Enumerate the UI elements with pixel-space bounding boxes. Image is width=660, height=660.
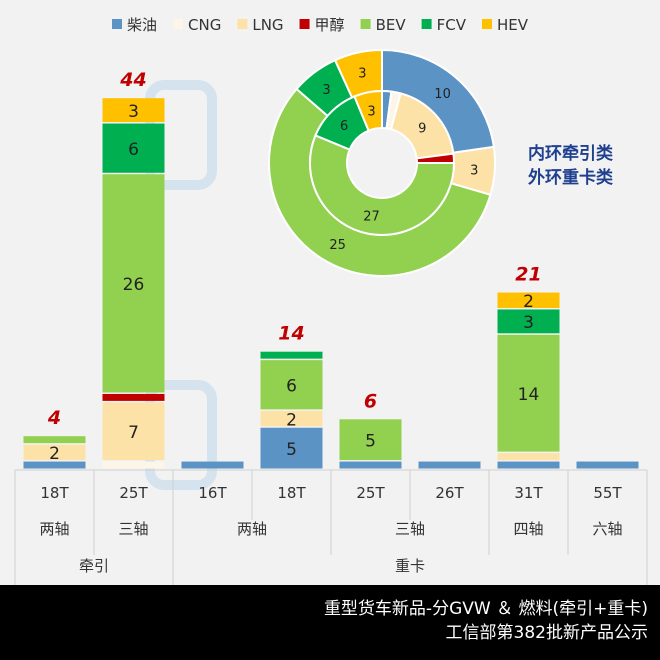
bar-segment [576,461,639,469]
axle-group-label: 四轴 [513,520,543,538]
legend-label: BEV [376,16,407,34]
legend-swatch [421,19,432,29]
legend-label: CNG [188,16,221,34]
axle-group-label: 两轴 [237,520,267,538]
total-label: 44 [119,69,146,91]
outer-ring-label: 3 [470,164,478,179]
outer-ring-label: 10 [434,87,451,102]
bar-segment [23,436,86,444]
legend-label: 甲醇 [315,16,345,34]
inner-ring-label: 3 [367,105,375,120]
bar-segment [181,461,244,469]
inner-ring-label: 9 [418,122,426,137]
segment-label: 3 [523,313,534,333]
bar-segment [102,402,165,461]
segment-label: 5 [286,440,297,460]
legend-label: LNG [252,16,283,34]
legend-swatch [360,19,371,29]
donut-note: 内环牵引类外环重卡类 [528,142,613,190]
outer-ring-label: 3 [322,83,330,98]
segment-label: 5 [365,431,376,451]
category-label: 18T [277,484,306,502]
type-group-label: 牵引 [79,557,109,575]
bar-segment [102,461,165,469]
segment-label: 3 [128,102,139,122]
bar-segment [260,427,323,469]
bar-segment [260,351,323,359]
bar-segment [497,292,560,308]
bar-segment [102,393,165,401]
inner-ring-slice [353,89,383,132]
segment-label: 2 [286,410,297,430]
bar-segment [497,334,560,452]
legend-label: FCV [437,16,467,34]
bar-segment [102,98,165,123]
legend-swatch [173,19,184,29]
category-label: 26T [435,484,464,502]
inner-ring-slice [309,134,456,236]
bar-segment [102,174,165,393]
segment-label: 7 [128,423,139,443]
bar-segment [497,461,560,469]
type-group-label: 重卡 [395,557,425,575]
segment-label: 2 [523,292,534,312]
category-label: 55T [593,484,622,502]
legend-label: 柴油 [127,16,157,34]
segment-label: 26 [123,275,145,295]
inner-ring-label: 27 [363,209,380,224]
category-label: 16T [198,484,227,502]
outer-ring-label: 3 [358,67,366,82]
total-label: 14 [278,323,304,345]
bar-segment [497,309,560,334]
outer-ring-label: 25 [329,238,346,253]
segment-label: 14 [518,385,540,405]
legend-label: HEV [497,16,529,34]
legend-swatch [481,19,492,29]
inner-ring-label: 6 [340,119,348,134]
axle-group-label: 三轴 [118,520,148,538]
axle-group-label: 三轴 [395,520,425,538]
bar-segment [260,410,323,427]
total-label: 4 [47,407,61,429]
bar-segment [339,419,402,461]
category-label: 18T [40,484,69,502]
bar-segment [102,123,165,173]
category-label: 25T [119,484,148,502]
inner-ring-label: 内环牵引类 [528,144,613,164]
segment-label: 6 [128,140,139,160]
bar-segment [497,453,560,461]
outer-ring-label: 外环重卡类 [528,168,613,188]
axle-group-label: 六轴 [592,520,622,538]
segment-label: 2 [49,444,60,464]
legend-swatch [237,19,248,29]
total-label: 21 [515,264,541,286]
legend-swatch [112,19,122,29]
footer: 重型货车新品-分GVW ＆ 燃料(牵引+重卡) 工信部第382批新产品公示 [0,585,660,660]
bar-segment [418,461,481,469]
total-label: 6 [364,390,377,412]
axle-group-label: 两轴 [39,520,69,538]
bar-segment [260,360,323,410]
category-label: 25T [356,484,385,502]
legend-swatch [299,19,310,29]
bar-segment [339,461,402,469]
bar-segment [23,461,86,469]
category-label: 31T [514,484,543,502]
footer-source: 工信部第382批新产品公示 [445,623,648,643]
footer-title: 重型货车新品-分GVW ＆ 燃料(牵引+重卡) [323,599,648,619]
segment-label: 6 [286,377,297,397]
bar-segment [23,444,86,461]
